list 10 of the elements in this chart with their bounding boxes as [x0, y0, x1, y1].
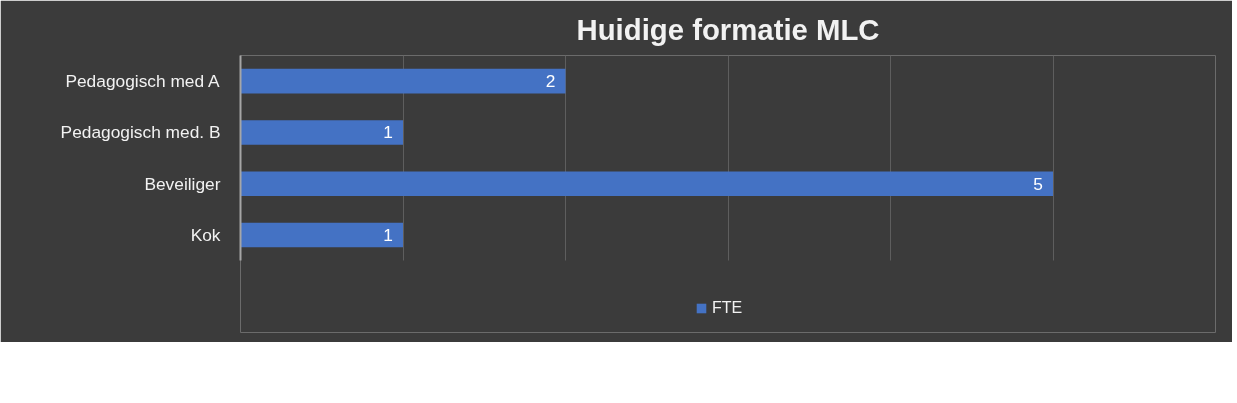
y-tick-label: Pedagogisch med. B: [60, 122, 221, 143]
y-tick-label: Pedagogisch med A: [65, 71, 220, 92]
data-label: 1: [383, 225, 393, 246]
data-label: 1: [383, 122, 393, 143]
data-label: 2: [545, 71, 556, 92]
data-label: 5: [1033, 173, 1043, 194]
y-tick-label: Kok: [190, 225, 221, 246]
legend-label: FTE: [712, 299, 743, 317]
chart-title: Huidige formatie MLC: [576, 12, 880, 46]
y-tick-label: Beveiliger: [144, 173, 221, 194]
